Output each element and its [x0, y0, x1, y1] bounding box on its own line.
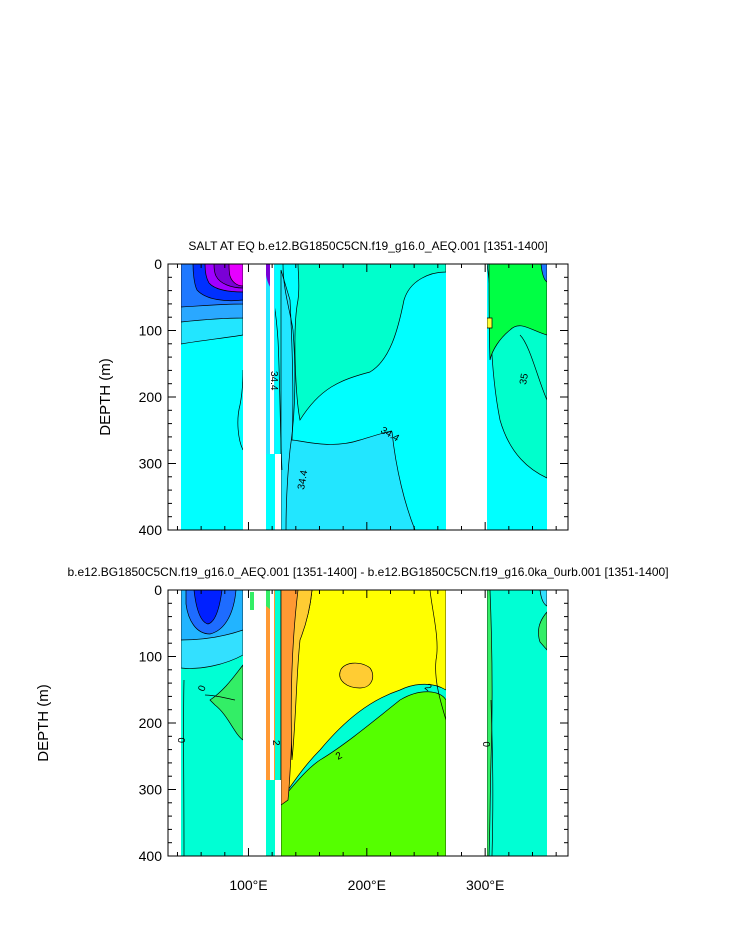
- bottom-contour-label-5: 2: [334, 750, 345, 763]
- top-east-green: [488, 264, 548, 361]
- bottom-contour-label-4: 2: [422, 682, 434, 694]
- top-y-tick-label-3: 300: [139, 456, 163, 472]
- top-central-lightblue: [280, 269, 416, 530]
- bottom-central-yellow: [280, 590, 447, 802]
- top-contour-label-1: 34.4: [268, 371, 279, 391]
- top-land-3: [446, 264, 487, 530]
- bottom-y-tick-label-4: 400: [139, 848, 163, 864]
- top-west-contour: [237, 369, 244, 451]
- top-y-axis-label: DEPTH (m): [97, 358, 114, 436]
- top-west-layer-magenta: [228, 264, 244, 287]
- bottom-x-tick-label-0: 100°E: [229, 877, 267, 893]
- bottom-panel-title: b.e12.BG1850C5CN.f19_g16.0_AEQ.001 [1351…: [67, 565, 668, 579]
- bottom-contour-label-3: 0: [482, 741, 493, 747]
- top-land-2: [275, 454, 281, 530]
- bottom-east-green-thin: [486, 590, 493, 856]
- top-east-contour: [519, 334, 548, 401]
- bottom-contour-label-1: 0: [196, 684, 208, 693]
- top-y-tick-label-1: 100: [139, 323, 163, 339]
- bottom-land-1-sliver: [250, 592, 254, 610]
- bottom-land-3: [446, 590, 487, 856]
- bottom-y-tick-label-1: 100: [139, 649, 163, 665]
- bottom-central-orange-blob: [339, 662, 374, 689]
- top-contour-label-3: 34.4: [296, 469, 310, 491]
- top-land-2b: [270, 264, 274, 454]
- bottom-east-contour: [490, 699, 494, 856]
- bottom-land-1: [243, 590, 266, 856]
- top-y-tick-label-0: 0: [154, 256, 162, 272]
- top-y-tick-label-2: 200: [139, 389, 163, 405]
- bottom-central-lightorange-west: [290, 590, 313, 761]
- bottom-y-tick-label-3: 300: [139, 782, 163, 798]
- top-east-yellow: [486, 317, 493, 329]
- bottom-contour-label-2: 0: [177, 737, 188, 743]
- top-contour-label-4: 35: [518, 372, 531, 385]
- top-central-aquamarine: [294, 264, 447, 421]
- bottom-west-contour-b: [204, 694, 236, 701]
- bottom-x-tick-label-2: 300°E: [466, 877, 504, 893]
- top-contour-field: [168, 264, 568, 530]
- top-y-tick-label-4: 400: [139, 522, 163, 538]
- top-land-1: [243, 264, 266, 530]
- bottom-y-tick-labels: 0 100 200 300 400: [139, 582, 163, 864]
- bottom-contour-label-6: 2: [270, 740, 281, 746]
- bottom-central-green: [280, 691, 447, 856]
- bottom-x-tick-label-1: 200°E: [348, 877, 386, 893]
- bottom-central-contour-east: [429, 590, 447, 721]
- bottom-west-blue: [193, 590, 223, 625]
- bottom-x-tick-labels: 100°E 200°E 300°E: [229, 877, 504, 893]
- bottom-ticks: [168, 589, 568, 857]
- top-central-contour-a: [282, 264, 296, 530]
- top-ticks: [168, 263, 568, 531]
- bottom-east-green-edge: [538, 611, 548, 651]
- bottom-y-tick-label-2: 200: [139, 715, 163, 731]
- bottom-y-tick-label-0: 0: [154, 582, 162, 598]
- top-y-tick-labels: 0 100 200 300 400: [139, 256, 163, 538]
- bottom-land-2b: [270, 590, 274, 780]
- bottom-contour-field: [168, 590, 568, 856]
- bottom-land-2: [275, 780, 281, 856]
- bottom-y-axis-label: DEPTH (m): [35, 684, 52, 762]
- top-panel-title: SALT AT EQ b.e12.BG1850C5CN.f19_g16.0_AE…: [188, 239, 547, 253]
